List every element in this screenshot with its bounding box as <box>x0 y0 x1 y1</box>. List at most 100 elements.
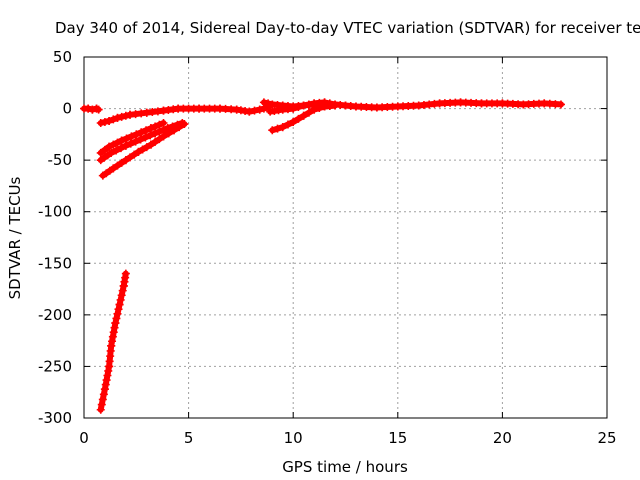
data-point <box>283 120 292 129</box>
data-point <box>151 122 160 131</box>
data-point <box>113 309 122 318</box>
data-point <box>108 332 117 341</box>
data-point <box>94 105 103 114</box>
data-point <box>155 120 164 129</box>
data-point <box>117 158 126 167</box>
data-point <box>98 395 107 404</box>
data-point <box>155 127 164 136</box>
x-axis-label: GPS time / hours <box>282 458 408 476</box>
data-point <box>107 341 116 350</box>
data-point <box>100 385 109 394</box>
data-point <box>97 400 106 409</box>
data-point <box>117 112 126 121</box>
data-point <box>331 101 340 110</box>
data-point <box>117 136 126 145</box>
data-series-6 <box>98 120 189 180</box>
data-point <box>259 98 268 107</box>
data-point <box>102 376 111 385</box>
data-point <box>169 126 178 135</box>
data-point <box>109 164 118 173</box>
data-point <box>100 117 109 126</box>
data-point <box>96 119 105 128</box>
data-point <box>99 390 108 399</box>
data-point <box>131 137 140 146</box>
data-point <box>142 126 151 135</box>
data-point <box>159 119 168 128</box>
data-series-2 <box>96 103 273 128</box>
data-series-8 <box>266 100 340 116</box>
data-point <box>126 153 135 162</box>
data-point <box>121 269 130 278</box>
data-point <box>105 116 114 125</box>
series-band <box>97 120 167 156</box>
data-point <box>108 337 117 346</box>
data-point <box>136 135 145 144</box>
data-point <box>105 142 114 151</box>
data-point <box>134 147 143 156</box>
data-point <box>268 126 277 135</box>
y-tick-label: -100 <box>38 203 72 221</box>
x-tick-label: 5 <box>184 429 194 447</box>
data-point <box>110 323 119 332</box>
data-point <box>101 380 110 389</box>
data-point <box>289 117 298 126</box>
y-tick-label: -250 <box>38 357 72 375</box>
data-point <box>151 137 160 146</box>
data-point <box>118 286 127 295</box>
plot-frame <box>83 56 608 419</box>
data-point <box>112 314 121 323</box>
data-point <box>112 146 121 155</box>
data-point <box>180 120 189 129</box>
data-series-5 <box>96 119 187 165</box>
data-series-4 <box>96 119 168 157</box>
data-point <box>132 130 141 139</box>
data-point <box>111 319 120 328</box>
y-tick-label: 0 <box>62 100 72 118</box>
x-tick-label: 25 <box>597 429 616 447</box>
plot-area <box>80 98 565 414</box>
data-point <box>122 134 131 143</box>
data-point <box>109 140 118 149</box>
y-tick-label: -200 <box>38 306 72 324</box>
data-point <box>310 100 319 109</box>
x-tick-label: 10 <box>284 429 303 447</box>
data-point <box>146 140 155 149</box>
data-point <box>278 123 287 132</box>
data-series-9 <box>96 269 130 414</box>
data-point <box>264 99 273 108</box>
data-point <box>273 124 282 133</box>
data-point <box>84 104 93 113</box>
data-point <box>116 144 125 153</box>
data-point <box>115 300 124 309</box>
data-point <box>127 132 136 141</box>
data-point <box>113 138 122 147</box>
data-point <box>116 295 125 304</box>
data-point <box>113 161 122 170</box>
x-tick-label: 15 <box>388 429 407 447</box>
data-point <box>109 115 118 124</box>
data-point <box>155 135 164 144</box>
data-point <box>103 371 112 380</box>
y-tick-label: -50 <box>48 151 73 169</box>
data-point <box>255 105 264 114</box>
data-point <box>556 100 565 109</box>
grid <box>84 57 607 418</box>
data-point <box>304 108 313 117</box>
data-point <box>175 123 184 132</box>
data-point <box>315 101 324 110</box>
data-point <box>100 145 109 154</box>
data-point <box>294 103 303 112</box>
data-point <box>126 139 135 148</box>
data-point <box>104 366 113 375</box>
data-point <box>113 113 122 122</box>
data-point <box>137 128 146 137</box>
data-point <box>245 107 254 116</box>
data-point <box>121 111 130 120</box>
data-point <box>159 132 168 141</box>
data-point <box>151 129 160 138</box>
data-point <box>299 111 308 120</box>
data-point <box>96 148 105 157</box>
y-tick-label: 50 <box>53 48 72 66</box>
y-tick-label: -150 <box>38 254 72 272</box>
